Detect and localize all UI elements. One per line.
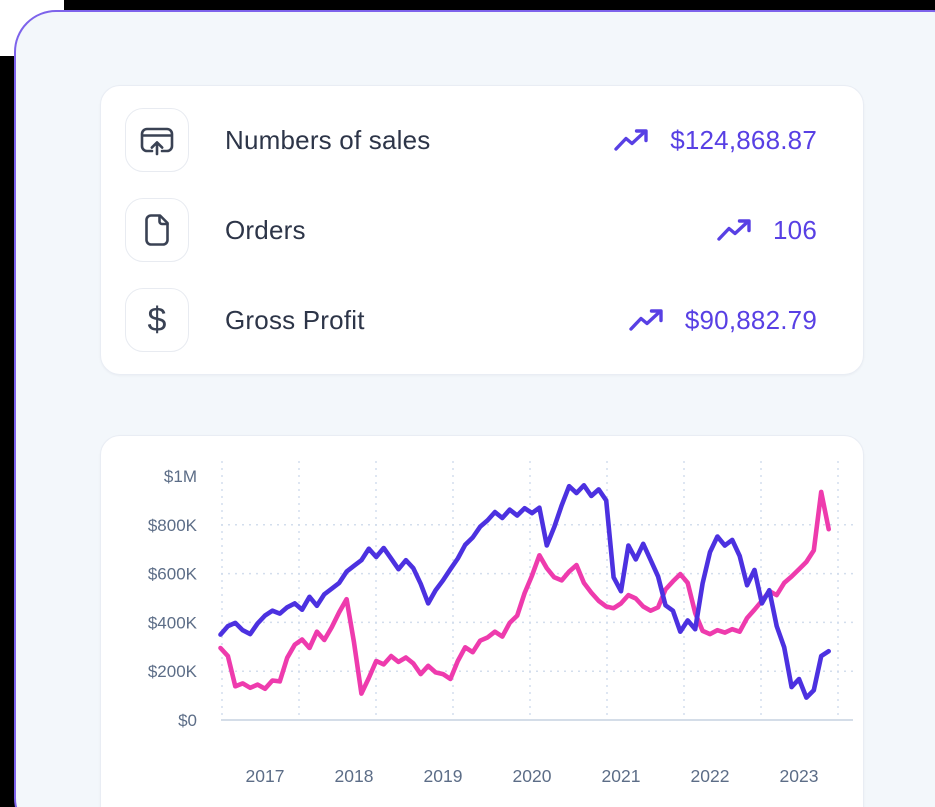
sales-profit-chart[interactable]: $1M $800K $600K $400K $200K $0 2017 2018 2019 202… — [101, 436, 864, 807]
svg-text:2018: 2018 — [335, 766, 374, 786]
card-upload-icon — [125, 108, 189, 172]
svg-text:2017: 2017 — [246, 766, 285, 786]
svg-text:$1M: $1M — [164, 467, 197, 486]
svg-text:$200K: $200K — [148, 662, 198, 681]
x-axis-labels: 2017 2018 2019 2020 2021 2022 2023 — [246, 766, 819, 786]
svg-text:2020: 2020 — [513, 766, 552, 786]
svg-text:2019: 2019 — [424, 766, 463, 786]
series-blue-line — [218, 482, 832, 700]
chart-card: $1M $800K $600K $400K $200K $0 2017 2018 2019 202… — [100, 435, 864, 807]
dollar-icon: $ — [125, 288, 189, 352]
svg-text:$600K: $600K — [148, 565, 198, 584]
stat-value: 106 — [773, 214, 817, 245]
stat-value: $90,882.79 — [684, 304, 817, 335]
svg-text:2021: 2021 — [602, 766, 641, 786]
stat-row-orders[interactable]: Orders 106 — [125, 198, 817, 262]
svg-text:$400K: $400K — [148, 613, 198, 632]
stats-card: Numbers of sales $124,868.87 Orders — [100, 85, 864, 375]
trend-up-icon — [614, 128, 648, 151]
svg-text:$800K: $800K — [148, 516, 198, 535]
series-pink-line — [218, 489, 832, 696]
stat-label: Orders — [225, 214, 306, 245]
file-icon — [125, 198, 189, 262]
stat-label: Numbers of sales — [225, 124, 431, 155]
svg-text:2022: 2022 — [691, 766, 730, 786]
stat-value: $124,868.87 — [670, 124, 817, 155]
svg-text:$0: $0 — [178, 711, 197, 730]
trend-up-icon — [717, 218, 751, 241]
stat-label: Gross Profit — [225, 304, 365, 335]
stat-row-gross-profit[interactable]: $ Gross Profit $90,882.79 — [125, 288, 817, 352]
trend-up-icon — [629, 308, 663, 331]
y-axis-labels: $1M $800K $600K $400K $200K $0 — [148, 467, 198, 730]
stat-row-numbers-of-sales[interactable]: Numbers of sales $124,868.87 — [125, 108, 817, 172]
svg-text:2023: 2023 — [780, 766, 819, 786]
